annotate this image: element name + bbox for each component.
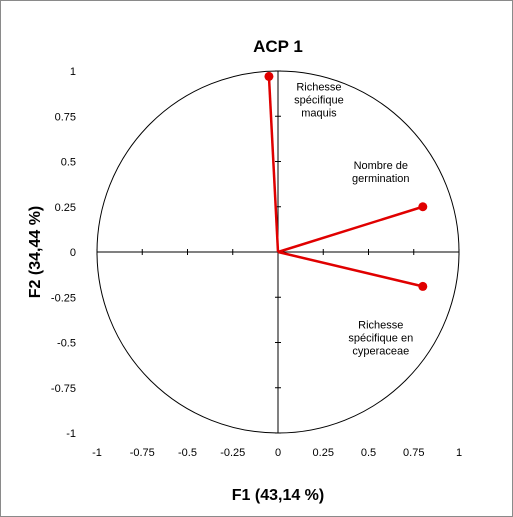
x-tick-label: 0.75 bbox=[403, 447, 424, 459]
x-tick-label: 0.25 bbox=[313, 447, 334, 459]
x-tick-label: -0.5 bbox=[178, 447, 197, 459]
vectors bbox=[264, 71, 428, 291]
y-axis-title: F2 (34,44 %) bbox=[27, 206, 44, 298]
y-tick-label: 0.5 bbox=[61, 157, 76, 169]
variable-label: Nombre de germination bbox=[352, 160, 409, 185]
chart-title: ACP 1 bbox=[253, 37, 303, 56]
x-tick-label: 0.5 bbox=[361, 447, 376, 459]
x-tick-label: -1 bbox=[92, 447, 102, 459]
y-tick-label: -0.75 bbox=[51, 383, 76, 395]
y-tick-label: 0 bbox=[70, 247, 76, 259]
variable-vector bbox=[267, 76, 280, 253]
point-labels: Richesse spécifique maquis Nombre de germina… bbox=[294, 81, 413, 357]
x-tick-label: -0.25 bbox=[220, 447, 245, 459]
x-tick-label: 1 bbox=[456, 447, 462, 459]
variable-label: Richesse spécifique en cyperaceae bbox=[348, 319, 413, 357]
tick-labels: -1 -0.75 -0.5 -0.25 0 0.25 0.5 0.75 1 1 0.75 0.5 0.2… bbox=[51, 66, 462, 459]
variable-label: Richesse spécifique maquis bbox=[294, 81, 344, 119]
variable-point bbox=[418, 202, 428, 212]
y-tick-label: -0.5 bbox=[57, 338, 76, 350]
y-tick-label: 0.25 bbox=[55, 202, 76, 214]
x-tick-label: -0.75 bbox=[130, 447, 155, 459]
x-tick-label: 0 bbox=[275, 447, 281, 459]
variable-vector bbox=[277, 250, 424, 288]
y-tick-label: 0.75 bbox=[55, 111, 76, 123]
y-tick-label: -0.25 bbox=[51, 292, 76, 304]
variable-point bbox=[264, 71, 274, 81]
variable-vector bbox=[277, 205, 424, 254]
variable-point bbox=[418, 281, 428, 291]
y-tick-label: 1 bbox=[70, 66, 76, 78]
x-axis-title: F1 (43,14 %) bbox=[232, 487, 324, 504]
y-tick-label: -1 bbox=[66, 428, 76, 440]
